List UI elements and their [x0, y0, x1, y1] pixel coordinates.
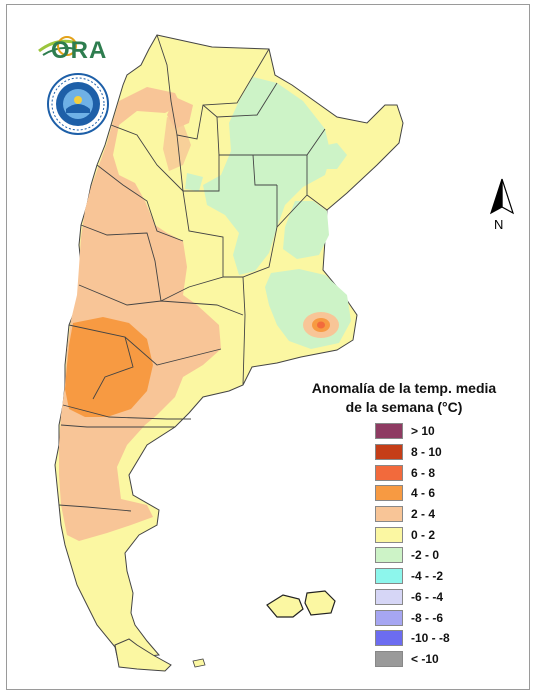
legend: > 10 8 - 10 6 - 8 4 - 6 2 - 4 0 - 2 -2 -… — [375, 421, 505, 669]
legend-swatch — [375, 444, 403, 461]
legend-label: -6 - -4 — [411, 589, 444, 604]
legend-label: -10 - -8 — [411, 631, 450, 646]
legend-label: 6 - 8 — [411, 465, 436, 480]
staten-island — [192, 658, 206, 668]
legend-swatch — [375, 568, 403, 585]
legend-swatch — [375, 423, 403, 440]
legend-item: -6 - -4 — [375, 587, 505, 608]
anomaly-2-4-catamarca — [163, 117, 191, 171]
north-arrow — [487, 177, 517, 239]
legend-label: -8 - -6 — [411, 610, 444, 625]
legend-swatch — [375, 650, 403, 667]
legend-label: 2 - 4 — [411, 507, 436, 522]
anomaly-neg2-0-jujuy — [185, 173, 203, 191]
legend-item: > 10 — [375, 421, 505, 442]
anomaly-6-8-mar-del-plata — [317, 321, 325, 329]
north-label: N — [494, 217, 504, 232]
legend-swatch — [375, 547, 403, 564]
legend-label: -4 - -2 — [411, 569, 444, 584]
legend-label: 8 - 10 — [411, 445, 442, 460]
ora-swoosh-icon — [38, 36, 78, 56]
legend-swatch — [375, 526, 403, 543]
legend-label: > 10 — [411, 424, 435, 439]
legend-item: 0 - 2 — [375, 524, 505, 545]
legend-item: -10 - -8 — [375, 628, 505, 649]
legend-item: 6 - 8 — [375, 462, 505, 483]
legend-swatch — [375, 464, 403, 481]
legend-label: 4 - 6 — [411, 486, 436, 501]
ora-logo-text: ORA — [51, 37, 108, 64]
anomaly-neg2-0-misiones — [317, 143, 347, 169]
legend-label: 0 - 2 — [411, 527, 436, 542]
argentina-anomaly-map — [54, 34, 404, 672]
anomaly-neg2-0-corrientes — [283, 201, 329, 259]
legend-title: Anomalía de la temp. media de la semana … — [299, 379, 509, 417]
anomaly-2-4-northwest — [59, 87, 221, 541]
anomaly-neg2-0-chaco — [203, 77, 331, 275]
legend-item: < -10 — [375, 649, 505, 670]
legend-label: < -10 — [411, 651, 439, 666]
meteorological-service-seal — [47, 73, 109, 135]
legend-swatch — [375, 506, 403, 523]
north-arrow-icon — [489, 178, 515, 215]
legend-swatch — [375, 485, 403, 502]
legend-item: 2 - 4 — [375, 504, 505, 525]
tierra-del-fuego — [114, 638, 172, 672]
legend-label: -2 - 0 — [411, 548, 440, 563]
legend-title-line2: de la semana (°C) — [345, 399, 463, 415]
ora-logo: ORA — [37, 29, 117, 69]
legend-item: -4 - -2 — [375, 566, 505, 587]
legend-swatch — [375, 609, 403, 626]
legend-item: 8 - 10 — [375, 442, 505, 463]
seal-icon — [47, 73, 109, 135]
legend-item: 4 - 6 — [375, 483, 505, 504]
province-borders — [58, 34, 328, 648]
legend-title-line1: Anomalía de la temp. media — [311, 380, 497, 396]
legend-swatch — [375, 630, 403, 647]
legend-item: -2 - 0 — [375, 545, 505, 566]
map-frame: ORA N Anomalía de la temp. media de la s… — [6, 4, 530, 690]
legend-swatch — [375, 588, 403, 605]
malvinas-islands — [266, 590, 336, 618]
legend-item: -8 - -6 — [375, 607, 505, 628]
